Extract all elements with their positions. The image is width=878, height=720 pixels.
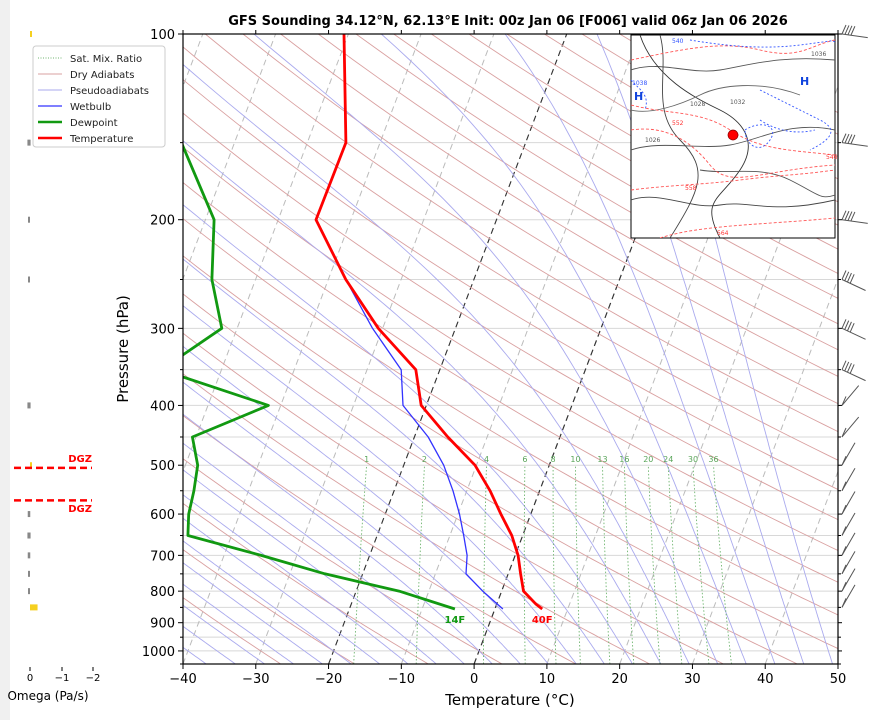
map-label: 1038 [632, 80, 647, 87]
mixing-ratio-label: 10 [570, 455, 580, 464]
surface-temperature-label: 40F [532, 615, 553, 626]
omega-bar [28, 571, 30, 577]
omega-bar [27, 140, 30, 146]
y-tick-label: 700 [150, 549, 175, 564]
dgz-label-top: DGZ [68, 454, 92, 465]
mixing-ratio-label: 4 [484, 455, 489, 464]
legend-label: Dry Adiabats [70, 70, 134, 81]
legend-label: Pseudoadiabats [70, 86, 149, 97]
map-label: 564 [717, 230, 729, 237]
map-label: 540 [672, 38, 684, 45]
dgz-label-bottom: DGZ [68, 504, 92, 515]
y-tick-label: 200 [150, 214, 175, 229]
omega-bar [28, 588, 30, 594]
omega-bar [28, 277, 30, 283]
mixing-ratio-label: 8 [551, 455, 556, 464]
x-tick-label: −30 [242, 672, 269, 687]
map-high-marker: H [634, 90, 643, 103]
map-label: 1032 [730, 99, 745, 106]
x-tick-label: 30 [684, 672, 701, 687]
omega-axis-label: Omega (Pa/s) [7, 689, 88, 703]
omega-bar [30, 604, 38, 610]
mixing-ratio-label: 36 [708, 455, 718, 464]
mixing-ratio-label: 6 [522, 455, 527, 464]
y-tick-label: 900 [150, 617, 175, 632]
x-axis-label: Temperature (°C) [444, 691, 574, 709]
legend-label: Wetbulb [70, 102, 111, 113]
mixing-ratio-label: 24 [663, 455, 673, 464]
map-label: 1026 [645, 137, 660, 144]
map-label: 546 [826, 154, 838, 161]
legend: Sat. Mix. Ratio Dry Adiabats Pseudoadiab… [33, 46, 165, 147]
legend-label: Sat. Mix. Ratio [70, 54, 142, 65]
map-label: 1028 [690, 101, 705, 108]
mixing-ratio-label: 13 [597, 455, 607, 464]
map-label: 1036 [811, 51, 826, 58]
legend-label: Dewpoint [70, 118, 118, 129]
y-tick-label: 400 [150, 399, 175, 414]
mixing-ratio-label: 1 [364, 455, 369, 464]
y-tick-label: 1000 [142, 645, 175, 660]
omega-bar [30, 31, 32, 37]
x-tick-label: 20 [611, 672, 628, 687]
map-high-marker: H [800, 75, 809, 88]
x-tick-label: −20 [315, 672, 342, 687]
y-tick-label: 500 [150, 459, 175, 474]
mixing-ratio-label: 20 [643, 455, 653, 464]
location-marker [728, 130, 738, 140]
y-axis-label: Pressure (hPa) [114, 295, 132, 403]
x-tick-label: −10 [388, 672, 415, 687]
omega-bar [27, 533, 30, 539]
x-tick-label: 10 [539, 672, 556, 687]
mixing-ratio-label: 30 [688, 455, 698, 464]
omega-tick-1: −1 [55, 673, 70, 684]
omega-bar [28, 511, 31, 517]
omega-tick-2: −2 [86, 673, 101, 684]
inset-map: 540 546 552 558 564 1028 1032 1026 1036 … [631, 35, 838, 238]
map-label: 558 [685, 185, 697, 192]
mixing-ratio-label: 2 [422, 455, 427, 464]
legend-label: Temperature [69, 134, 133, 145]
map-label: 552 [672, 120, 684, 127]
y-tick-label: 100 [150, 28, 175, 43]
y-tick-label: 300 [150, 322, 175, 337]
x-tick-label: 40 [757, 672, 774, 687]
x-tick-label: 0 [470, 672, 478, 687]
chart-title: GFS Sounding 34.12°N, 62.13°E Init: 00z … [228, 14, 788, 29]
omega-bar [28, 217, 30, 223]
omega-bar [27, 402, 30, 408]
x-tick-label: 50 [830, 672, 847, 687]
mixing-ratio-label: 16 [619, 455, 629, 464]
omega-bar [28, 552, 31, 558]
omega-tick-0: 0 [27, 673, 33, 684]
y-tick-label: 600 [150, 508, 175, 523]
surface-dewpoint-label: 14F [445, 615, 466, 626]
y-tick-label: 800 [150, 585, 175, 600]
x-tick-label: −40 [169, 672, 196, 687]
